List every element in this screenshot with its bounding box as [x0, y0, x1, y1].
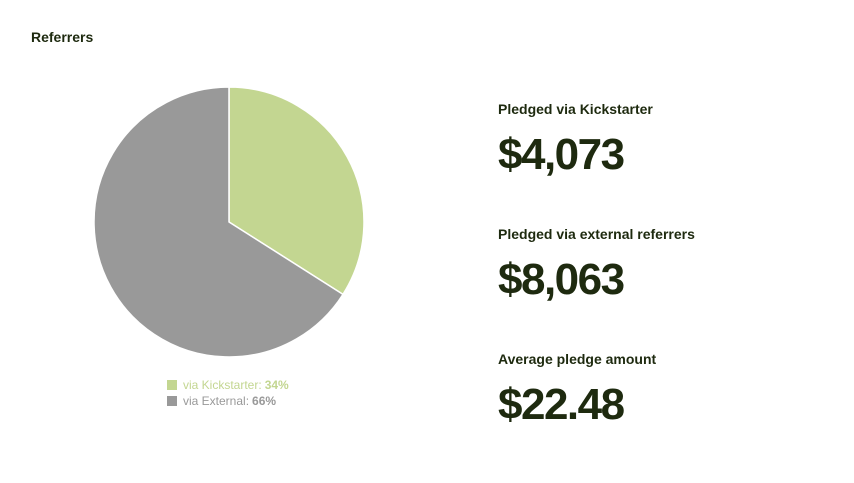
- legend-percent-kickstarter: 34%: [264, 378, 289, 392]
- stat-value-average: $22.48: [498, 380, 625, 429]
- legend-item-kickstarter: via Kickstarter: 34%: [167, 377, 289, 393]
- pie-chart-area: via Kickstarter: 34% via External: 66%: [93, 86, 365, 409]
- stat-label-kickstarter: Pledged via Kickstarter: [498, 101, 653, 117]
- legend-swatch-kickstarter: [167, 380, 177, 390]
- stat-value-external: $8,063: [498, 255, 625, 304]
- pie-slice-via-kickstarter: [228, 86, 365, 296]
- stat-average: Average pledge amount $22.48: [498, 351, 838, 427]
- legend-swatch-external: [167, 396, 177, 406]
- stat-label-external: Pledged via external referrers: [498, 226, 695, 242]
- pie-slice-via-external: [93, 86, 344, 358]
- stat-kickstarter: Pledged via Kickstarter $4,073: [498, 101, 838, 177]
- pie-legend: via Kickstarter: 34% via External: 66%: [167, 377, 289, 409]
- legend-percent-external: 66%: [252, 394, 277, 408]
- stat-label-average: Average pledge amount: [498, 351, 657, 367]
- section-title: Referrers: [31, 29, 94, 45]
- legend-label-kickstarter: via Kickstarter:: [183, 378, 262, 392]
- legend-item-external: via External: 66%: [167, 393, 289, 409]
- stat-external: Pledged via external referrers $8,063: [498, 226, 838, 302]
- legend-label-external: via External:: [183, 394, 250, 408]
- stat-value-kickstarter: $4,073: [498, 130, 625, 179]
- pie-chart: [93, 86, 365, 358]
